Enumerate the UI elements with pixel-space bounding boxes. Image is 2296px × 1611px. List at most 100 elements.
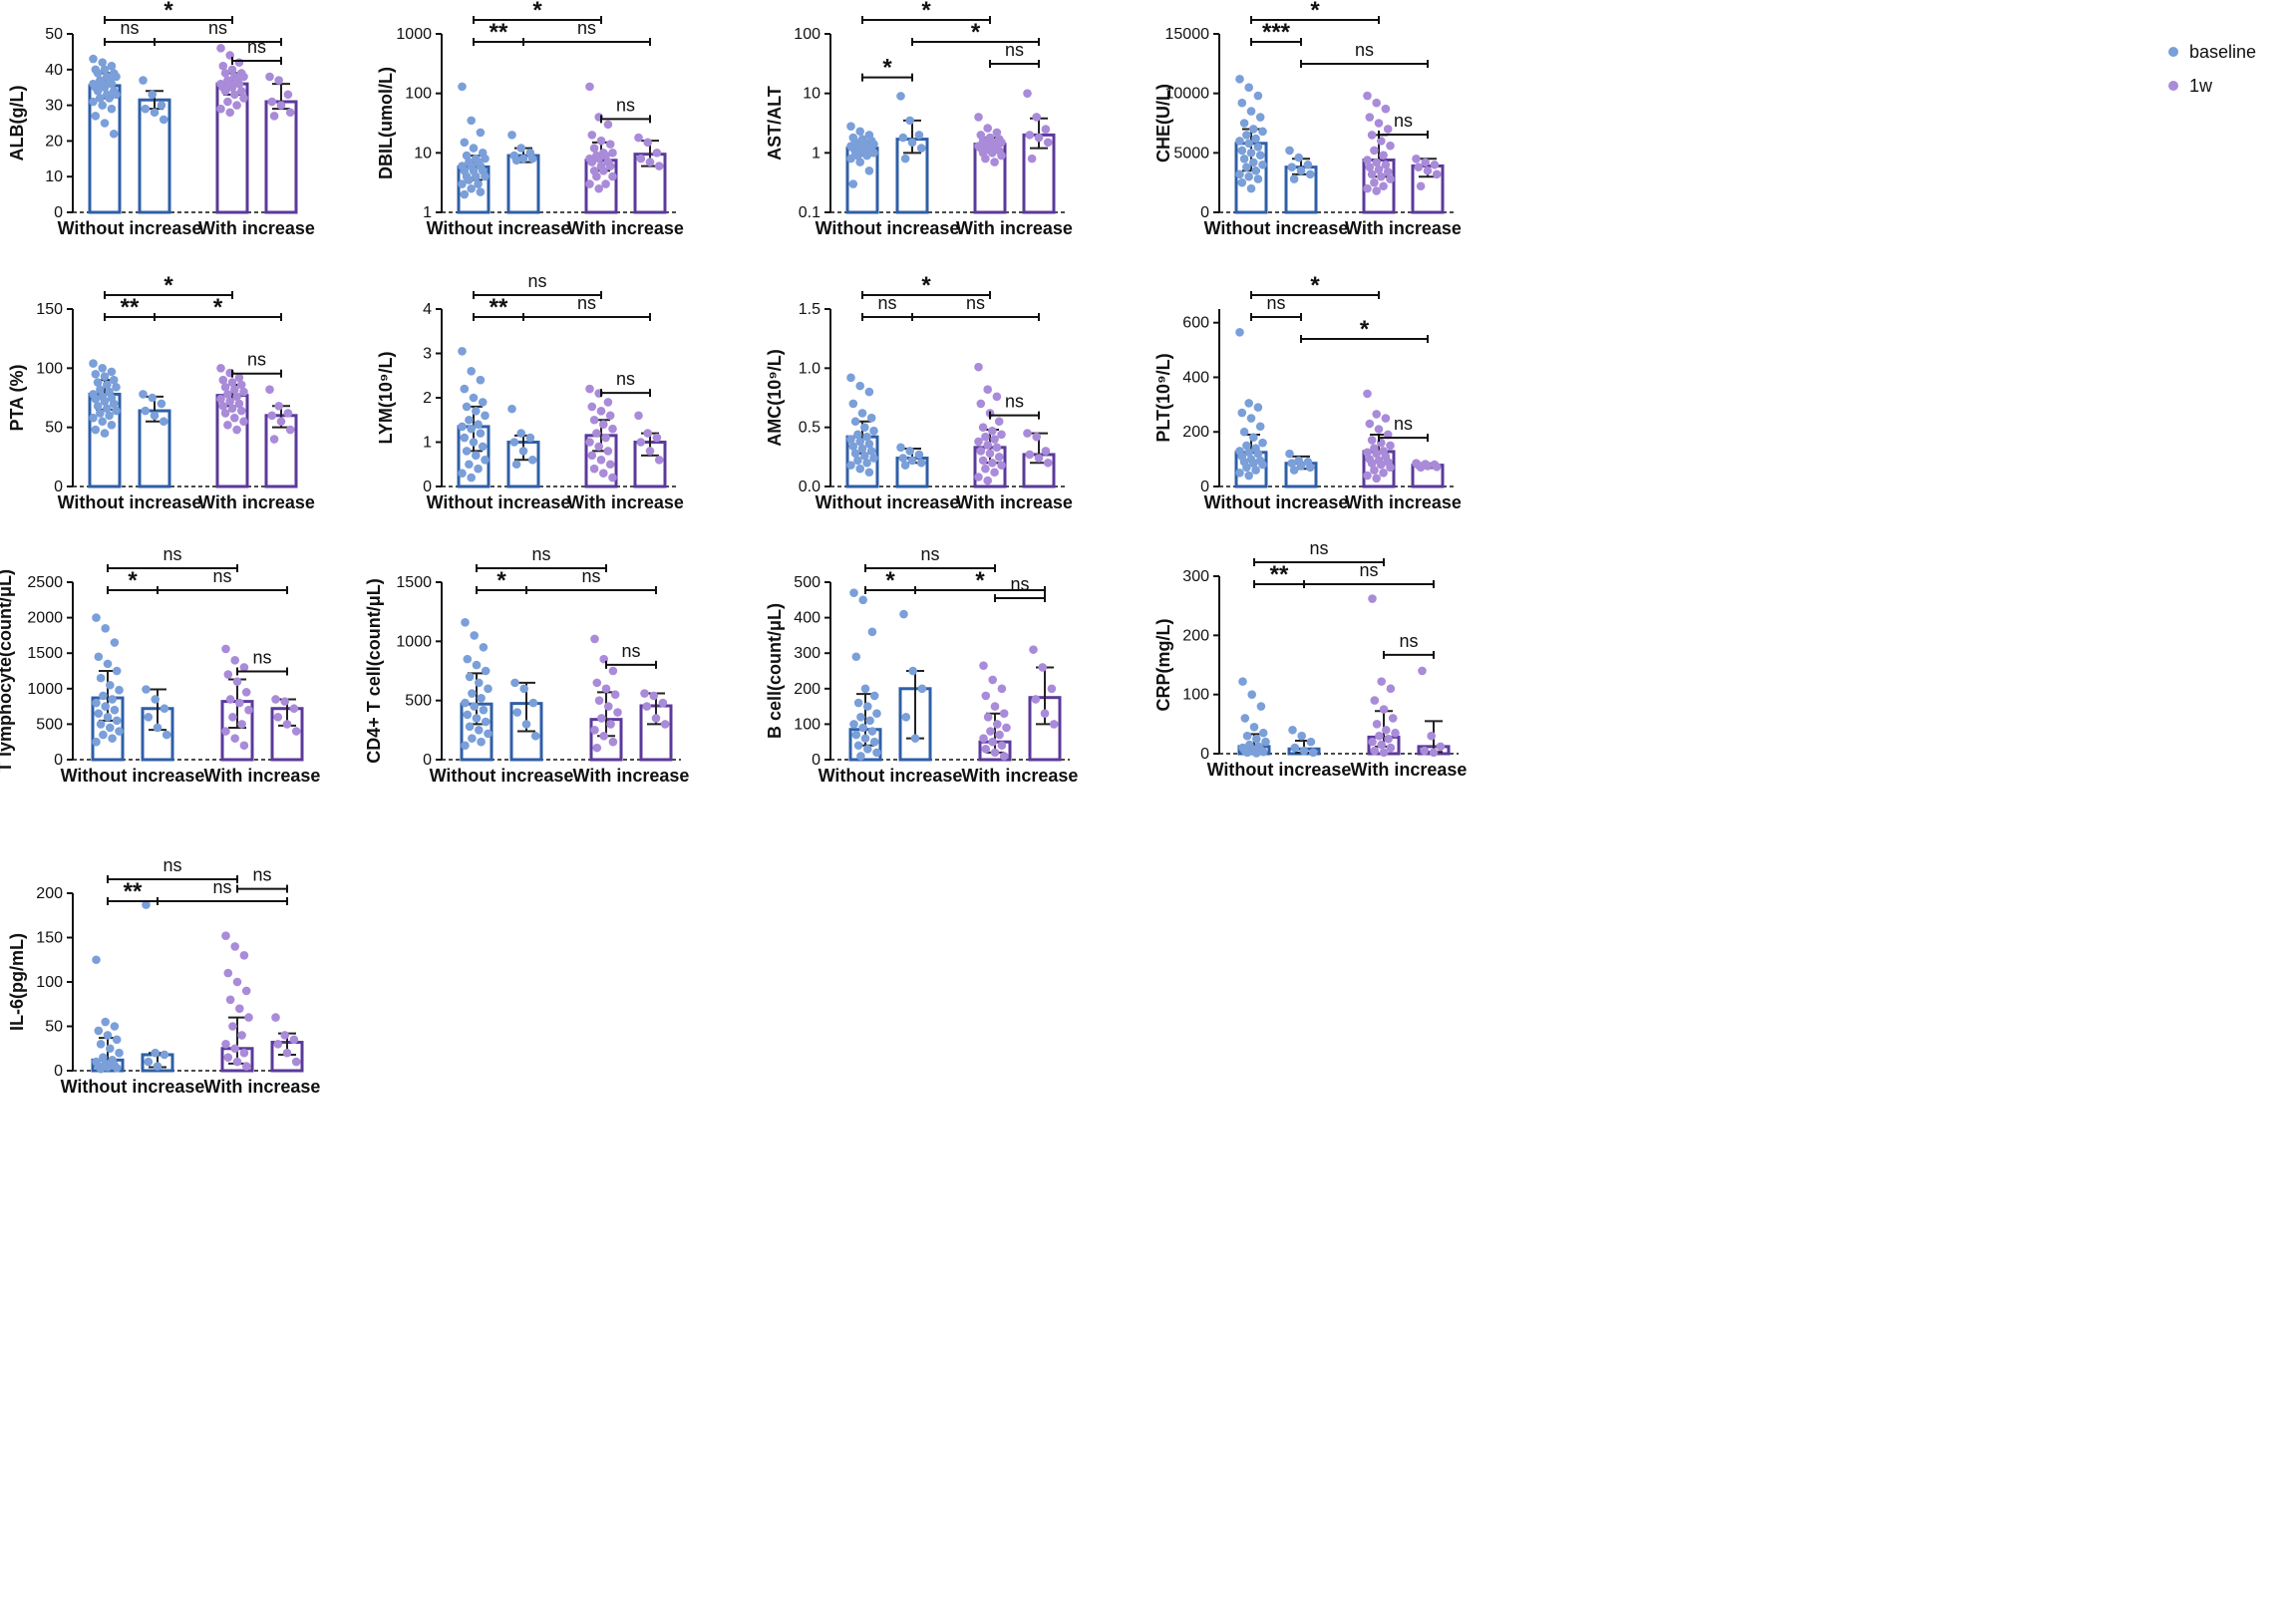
data-point-1w — [216, 394, 225, 404]
data-point-baseline — [89, 54, 98, 64]
data-point-baseline — [112, 406, 121, 416]
data-point-baseline — [1297, 731, 1306, 741]
data-point-baseline — [846, 373, 855, 383]
data-point-baseline — [1244, 399, 1253, 408]
y-tick-label: 500 — [405, 693, 432, 710]
data-point-baseline — [106, 723, 115, 733]
data-point-1w — [1025, 450, 1035, 460]
category-label: Without increase — [819, 766, 963, 786]
data-point-baseline — [855, 127, 864, 137]
data-point-1w — [273, 712, 283, 722]
data-point-baseline — [1258, 747, 1268, 757]
data-point-1w — [988, 458, 997, 468]
data-point-1w — [1423, 165, 1433, 175]
data-point-baseline — [1235, 327, 1244, 337]
y-tick-label: 1500 — [27, 645, 63, 662]
y-tick-label: 300 — [794, 645, 820, 662]
significance-label: ns — [1394, 111, 1413, 131]
data-point-1w — [1363, 91, 1372, 101]
data-point-1w — [1423, 462, 1433, 471]
data-point-baseline — [94, 652, 104, 662]
data-point-baseline — [103, 380, 112, 390]
data-point-baseline — [141, 406, 151, 416]
data-point-1w — [658, 698, 668, 708]
y-axis-title: AST/ALT — [765, 86, 785, 161]
data-point-baseline — [1288, 725, 1297, 735]
data-point-baseline — [458, 422, 467, 432]
data-point-baseline — [1251, 165, 1260, 175]
data-point-1w — [244, 1013, 253, 1022]
data-point-1w — [995, 730, 1004, 740]
data-point-baseline — [465, 460, 474, 470]
y-axis-title: CD4+ T cell(count/μL) — [364, 578, 384, 764]
data-point-1w — [239, 417, 248, 427]
data-point-baseline — [862, 151, 871, 161]
data-point-1w — [990, 435, 999, 444]
data-point-1w — [594, 154, 603, 163]
data-point-baseline — [92, 737, 101, 747]
data-point-1w — [271, 1013, 280, 1022]
data-point-baseline — [109, 375, 119, 385]
data-point-1w — [285, 425, 295, 435]
data-point-1w — [1381, 414, 1391, 423]
data-point-1w — [642, 702, 652, 711]
data-point-baseline — [463, 654, 473, 664]
data-point-1w — [990, 468, 999, 478]
data-point-1w — [1416, 181, 1426, 191]
data-point-1w — [220, 409, 230, 418]
data-point-1w — [599, 469, 608, 478]
data-point-baseline — [461, 741, 470, 751]
y-tick-label: 50 — [45, 420, 63, 437]
data-point-baseline — [914, 450, 924, 460]
data-point-1w — [997, 430, 1006, 440]
data-point-1w — [223, 390, 232, 399]
data-point-baseline — [905, 447, 914, 456]
data-point-baseline — [460, 138, 470, 148]
data-point-1w — [645, 158, 655, 166]
y-tick-label: 0 — [812, 752, 820, 769]
data-point-1w — [267, 97, 277, 107]
data-point-1w — [232, 425, 241, 435]
data-point-baseline — [1242, 463, 1251, 473]
data-point-1w — [1383, 125, 1393, 134]
significance-label: ns — [616, 369, 635, 389]
data-point-1w — [1365, 419, 1375, 429]
significance-label: ns — [252, 648, 271, 668]
data-point-baseline — [108, 734, 117, 743]
data-point-1w — [227, 378, 237, 387]
data-point-baseline — [866, 413, 876, 423]
data-point-1w — [230, 734, 239, 743]
category-label: With increase — [204, 766, 321, 786]
y-tick-label: 10 — [803, 86, 820, 103]
data-point-1w — [974, 113, 983, 122]
data-point-1w — [596, 456, 606, 465]
category-label: With increase — [573, 766, 690, 786]
significance-label: ** — [490, 19, 508, 46]
data-point-1w — [988, 426, 997, 436]
data-point-1w — [599, 165, 608, 175]
data-point-1w — [594, 696, 604, 705]
data-point-1w — [269, 435, 279, 444]
data-point-1w — [1370, 696, 1380, 705]
data-point-1w — [218, 61, 228, 71]
data-point-1w — [981, 691, 991, 701]
data-point-1w — [230, 942, 239, 951]
data-point-baseline — [518, 154, 528, 163]
y-axis-title: IL-6(pg/mL) — [7, 933, 27, 1031]
y-tick-label: 0 — [54, 752, 63, 769]
data-point-baseline — [1296, 165, 1306, 175]
data-point-1w — [276, 101, 286, 110]
y-tick-label: 2000 — [27, 610, 63, 627]
y-tick-label: 10 — [45, 168, 63, 185]
data-point-1w — [235, 698, 244, 708]
significance-label: ** — [124, 878, 143, 905]
data-point-baseline — [96, 1040, 106, 1049]
category-label: With increase — [1351, 760, 1468, 780]
data-point-baseline — [858, 723, 867, 733]
data-point-baseline — [474, 179, 483, 188]
data-point-baseline — [850, 449, 860, 459]
y-tick-label: 20 — [45, 133, 63, 150]
panel-cd4: 0 500 1000 1500 CD4+ T cell(count/μL) Without… — [364, 544, 689, 786]
data-point-1w — [988, 149, 997, 158]
